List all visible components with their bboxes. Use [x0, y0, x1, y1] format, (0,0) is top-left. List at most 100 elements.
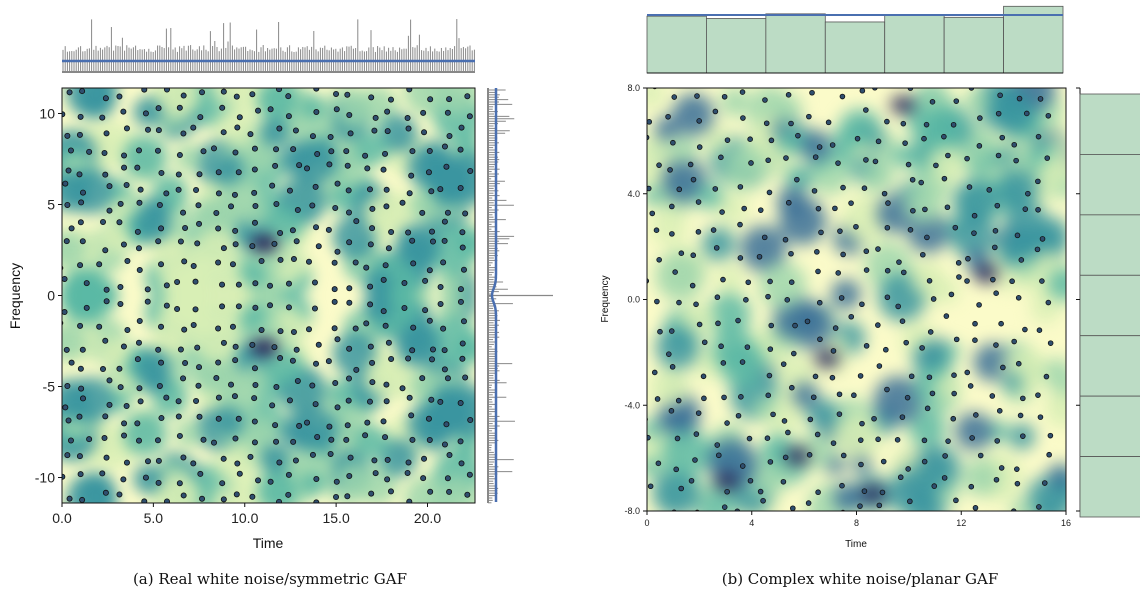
zero-marker	[77, 262, 84, 269]
zero-marker	[457, 438, 464, 445]
zero-marker	[276, 125, 283, 132]
zero-marker	[96, 323, 103, 330]
zero-marker	[220, 245, 227, 252]
zero-marker	[345, 397, 352, 404]
zero-marker	[213, 375, 220, 382]
zero-marker	[251, 145, 258, 152]
zero-marker	[421, 455, 428, 462]
heatmap-blob	[327, 378, 356, 407]
zero-marker	[309, 382, 316, 389]
zero-marker	[441, 441, 448, 448]
heatmap-blob	[362, 291, 393, 322]
zero-marker	[343, 436, 350, 443]
zero-marker	[158, 225, 165, 232]
zero-marker	[923, 121, 930, 128]
zero-marker	[220, 455, 227, 462]
zero-marker	[857, 503, 863, 509]
panel-b-ylabel: Frequency	[600, 275, 611, 322]
zero-marker	[905, 466, 911, 472]
zero-marker	[876, 363, 883, 369]
zero-marker	[272, 162, 279, 169]
panel-a-xtick-label: 15.0	[322, 510, 349, 526]
heatmap-blob	[654, 116, 679, 141]
zero-marker	[950, 121, 957, 128]
zero-marker	[347, 130, 354, 137]
zero-marker	[900, 120, 907, 127]
zero-marker	[136, 317, 143, 324]
heatmap-blob	[720, 341, 768, 390]
zero-marker	[102, 413, 109, 420]
zero-marker	[1025, 190, 1031, 197]
zero-marker	[371, 127, 378, 134]
panel-a-top-marginal	[62, 19, 475, 73]
zero-marker	[158, 359, 165, 366]
zero-marker	[466, 471, 473, 478]
zero-marker	[64, 132, 71, 139]
zero-marker	[277, 256, 284, 263]
zero-marker	[215, 169, 222, 176]
zero-marker	[312, 183, 319, 190]
zero-marker	[344, 162, 351, 169]
panel-b: 0 4 8 12 168.04.00.0-4.0-8.0 Time Frequency …	[600, 5, 1140, 588]
zero-marker	[735, 412, 742, 419]
zero-marker	[737, 255, 744, 261]
zero-marker	[64, 201, 71, 208]
zero-marker	[457, 286, 464, 293]
panel-b-xtick-label: 8	[854, 518, 859, 528]
zero-marker	[258, 326, 265, 333]
zero-marker	[289, 227, 296, 234]
zero-marker	[367, 241, 374, 248]
zero-marker	[720, 360, 727, 366]
zero-marker	[760, 497, 766, 504]
zero-marker	[99, 114, 106, 121]
zero-marker	[904, 394, 911, 401]
zero-marker	[120, 241, 127, 248]
zero-marker	[907, 498, 913, 505]
zero-marker	[101, 435, 108, 442]
zero-marker	[871, 415, 877, 422]
heatmap-blob	[338, 462, 371, 495]
zero-marker	[653, 227, 660, 233]
zero-marker	[155, 105, 162, 112]
zero-marker	[106, 207, 113, 214]
zero-marker	[86, 148, 93, 155]
zero-marker	[1011, 338, 1017, 345]
zero-marker	[364, 165, 371, 172]
zero-marker	[945, 152, 951, 159]
zero-marker	[920, 251, 926, 258]
zero-marker	[304, 419, 311, 426]
zero-marker	[1018, 257, 1025, 263]
heatmap-dark-spot	[861, 485, 886, 504]
zero-marker	[228, 381, 235, 388]
zero-marker	[861, 185, 868, 192]
zero-marker	[176, 480, 183, 487]
zero-marker	[121, 420, 128, 427]
zero-marker	[345, 209, 352, 216]
zero-marker	[182, 224, 189, 231]
zero-marker	[1037, 96, 1044, 102]
zero-marker	[971, 230, 977, 236]
zero-marker	[272, 422, 279, 429]
zero-marker	[123, 403, 130, 410]
zero-marker	[466, 113, 473, 120]
zero-marker	[116, 93, 123, 100]
zero-marker	[362, 152, 369, 159]
zero-marker	[117, 200, 124, 207]
zero-marker	[945, 438, 951, 444]
heatmap-blob	[715, 192, 749, 226]
zero-marker	[950, 415, 957, 422]
zero-marker	[235, 415, 242, 422]
zero-marker	[690, 252, 697, 259]
zero-marker	[788, 250, 794, 257]
zero-marker	[693, 431, 700, 437]
zero-marker	[1014, 232, 1021, 239]
zero-marker	[992, 228, 999, 234]
zero-marker	[647, 434, 651, 441]
zero-marker	[837, 228, 843, 234]
zero-marker	[235, 169, 242, 176]
zero-marker	[884, 294, 891, 301]
zero-marker	[1022, 326, 1028, 333]
heatmap-blob	[964, 88, 992, 115]
zero-marker	[252, 203, 259, 210]
zero-marker	[848, 313, 855, 320]
